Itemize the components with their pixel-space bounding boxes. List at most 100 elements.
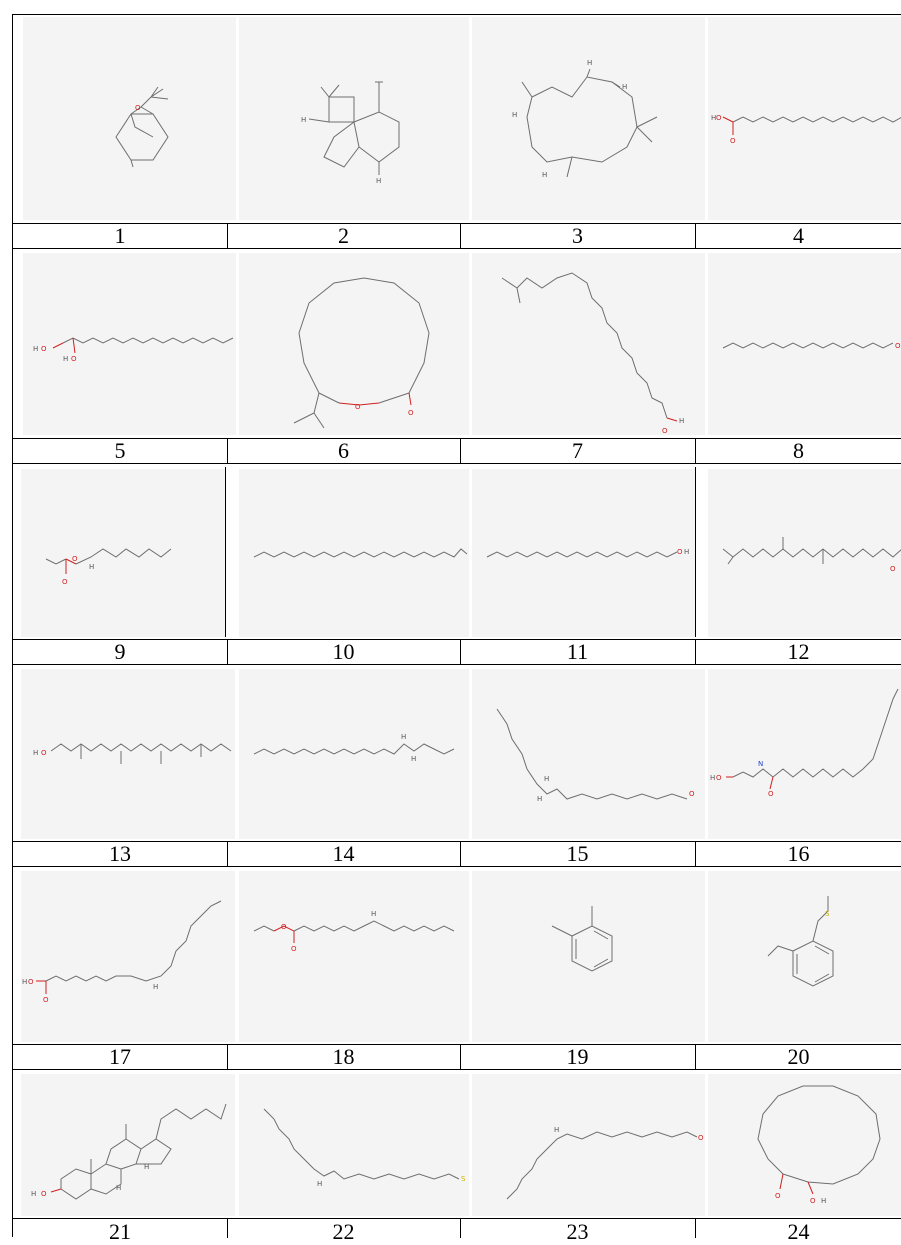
label-18: 18 (227, 1044, 460, 1070)
svg-text:H: H (401, 733, 406, 741)
svg-text:H: H (710, 774, 715, 782)
svg-text:O: O (62, 578, 68, 586)
molecule-image-14: H H (239, 669, 469, 839)
label-13: 13 (13, 841, 227, 867)
molecule-image-4: H O O (708, 17, 901, 220)
label-divider (460, 1044, 461, 1070)
label-divider (460, 841, 461, 867)
structure-19 (551, 906, 613, 972)
label-15: 15 (460, 841, 695, 867)
svg-text:H: H (542, 171, 547, 179)
molecule-image-17: O H O H (21, 871, 235, 1042)
molecule-image-3: H H H H (472, 17, 705, 220)
svg-text:O: O (810, 1197, 816, 1205)
svg-text:O: O (355, 403, 361, 411)
structure-18: O O H (253, 910, 455, 953)
structure-6: O O (293, 277, 430, 429)
grid-row-4: O H H H H H O O H N (13, 667, 901, 869)
svg-text:H: H (317, 1180, 322, 1188)
svg-text:O: O (28, 978, 34, 986)
svg-text:H: H (371, 910, 376, 918)
svg-text:O: O (689, 790, 695, 798)
grid-row-6: O H H H H S H O O O (13, 1072, 901, 1244)
molecule-grid: O H H H H H H (12, 14, 901, 1244)
svg-text:H: H (33, 345, 38, 353)
molecule-image-18: O O H (239, 871, 469, 1042)
svg-text:O: O (72, 555, 78, 563)
svg-text:O: O (677, 548, 683, 556)
structure-12: O (722, 537, 901, 573)
grid-row-2: O O H H O O O H (13, 251, 901, 467)
structure-20: S (767, 896, 834, 987)
svg-text:O: O (890, 565, 896, 573)
svg-text:H: H (684, 548, 689, 556)
svg-text:H: H (31, 1190, 36, 1198)
label-divider (460, 438, 461, 464)
svg-text:O: O (408, 409, 414, 417)
label-16: 16 (695, 841, 901, 867)
svg-text:O: O (730, 137, 736, 145)
label-11: 11 (460, 639, 695, 665)
svg-text:H: H (144, 1163, 149, 1171)
molecule-image-20: S (708, 871, 901, 1042)
label-divider (695, 841, 696, 867)
structure-22: H S (263, 1108, 466, 1188)
structure-3: H H H H (512, 59, 658, 179)
structure-10 (253, 548, 468, 558)
molecule-image-8: O (708, 253, 901, 435)
svg-text:H: H (153, 983, 158, 991)
label-9: 9 (13, 639, 227, 665)
label-5: 5 (13, 438, 227, 464)
grid-row-3: O O H O H O 9 10 1 (13, 467, 901, 667)
molecule-image-7: O H (472, 253, 705, 435)
svg-text:H: H (554, 1126, 559, 1134)
svg-text:H: H (821, 1197, 826, 1205)
svg-text:O: O (41, 345, 47, 353)
svg-text:S: S (825, 910, 830, 918)
label-divider (227, 223, 228, 249)
svg-text:H: H (587, 59, 592, 67)
label-4: 4 (695, 223, 901, 249)
label-divider (460, 223, 461, 249)
molecule-image-13: O H (21, 669, 235, 839)
svg-text:H: H (512, 111, 517, 119)
cell-divider (225, 467, 226, 637)
grid-row-1: O H H H H H H (13, 15, 901, 249)
svg-text:H: H (301, 116, 306, 124)
label-19: 19 (460, 1044, 695, 1070)
structure-11: O H (486, 548, 689, 558)
svg-text:H: H (89, 563, 94, 571)
structure-9: O O H (45, 548, 172, 586)
structure-16: O H N O (710, 688, 899, 798)
svg-text:H: H (22, 978, 27, 986)
label-divider (227, 639, 228, 665)
svg-text:O: O (135, 104, 141, 112)
label-divider (695, 223, 696, 249)
svg-text:H: H (679, 417, 684, 425)
structure-8: O (722, 342, 901, 350)
molecule-image-10 (239, 469, 469, 637)
svg-text:O: O (662, 427, 668, 435)
label-22: 22 (227, 1218, 460, 1244)
svg-text:O: O (41, 1190, 47, 1198)
label-divider (460, 1218, 461, 1238)
label-7: 7 (460, 438, 695, 464)
molecule-image-24: O O H (708, 1074, 901, 1216)
svg-text:H: H (63, 355, 68, 363)
molecule-image-12: O (708, 469, 901, 637)
svg-text:N: N (758, 760, 763, 768)
molecule-image-15: H H O (472, 669, 705, 839)
label-6: 6 (227, 438, 460, 464)
label-3: 3 (460, 223, 695, 249)
label-divider (695, 1044, 696, 1070)
svg-text:O: O (71, 355, 77, 363)
label-23: 23 (460, 1218, 695, 1244)
label-8: 8 (695, 438, 901, 464)
label-17: 17 (13, 1044, 227, 1070)
structure-4: H O O (711, 114, 901, 145)
label-divider (227, 1218, 228, 1238)
structure-24: O O H (757, 1085, 881, 1205)
label-1: 1 (13, 223, 227, 249)
molecule-image-2: H H (239, 17, 469, 220)
svg-text:H: H (544, 775, 549, 783)
